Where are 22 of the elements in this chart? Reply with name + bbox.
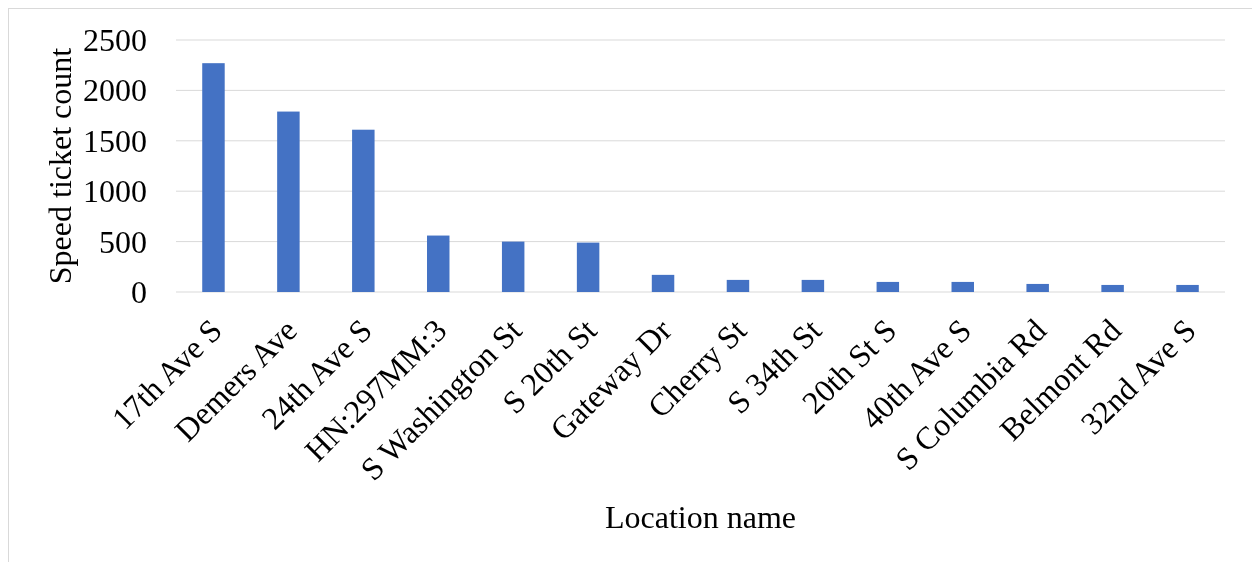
bar <box>951 281 974 292</box>
bar <box>651 274 675 292</box>
bar <box>876 281 900 292</box>
bar <box>427 235 450 292</box>
y-tick-label: 500 <box>99 223 147 260</box>
bar <box>726 279 750 292</box>
bar <box>1026 283 1049 292</box>
y-tick-label: 1500 <box>83 122 147 159</box>
y-tick-label: 2000 <box>83 72 147 109</box>
bar <box>1101 284 1124 292</box>
bar <box>277 111 300 292</box>
bar <box>1176 284 1199 292</box>
y-tick-label: 0 <box>131 274 147 310</box>
y-axis-title: Speed ticket count <box>42 47 78 285</box>
x-axis-title: Location name <box>604 499 797 535</box>
y-tick-label: 1000 <box>83 173 147 210</box>
bar <box>801 279 825 292</box>
bar <box>352 129 375 292</box>
y-tick-label: 2500 <box>83 22 147 58</box>
bar <box>501 241 525 292</box>
bar <box>576 242 600 292</box>
bar <box>202 63 225 292</box>
